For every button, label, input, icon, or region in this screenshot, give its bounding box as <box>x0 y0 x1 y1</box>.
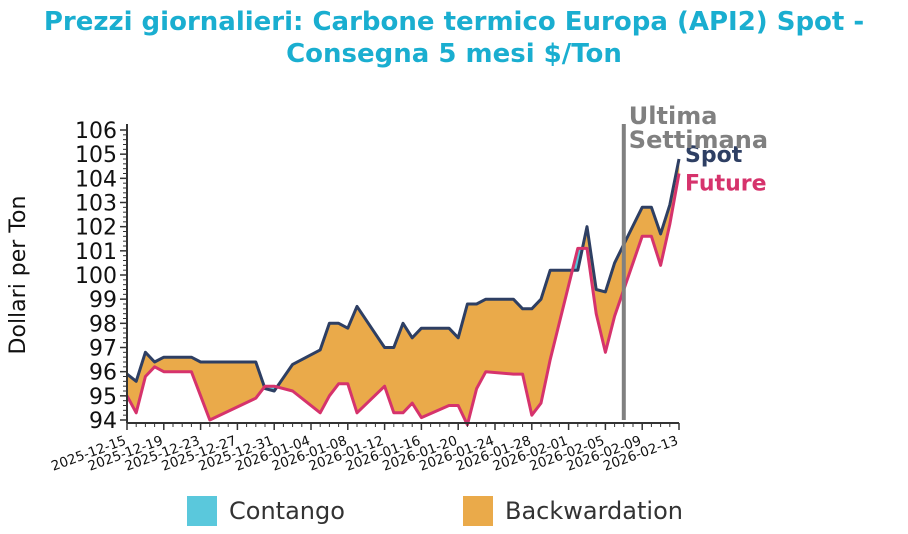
y-axis-label: Dollari per Ton <box>6 196 31 355</box>
y-tick-label: 100 <box>75 264 117 289</box>
backwardation-area <box>513 298 523 375</box>
backwardation-area <box>531 298 542 417</box>
y-tick-label: 96 <box>89 361 117 386</box>
series-label-spot: Spot <box>685 143 743 168</box>
marker-label: Settimana <box>629 126 768 154</box>
y-tick-label: 94 <box>89 409 117 434</box>
series-label-future: Future <box>685 172 767 197</box>
y-tick-label: 102 <box>75 216 117 241</box>
backwardation-area <box>485 298 514 375</box>
legend-item-contango: Contango <box>187 496 345 526</box>
backwardation-area <box>641 207 652 237</box>
backwardation-area <box>356 305 385 414</box>
y-tick-label: 104 <box>75 167 117 192</box>
y-tick-label: 99 <box>89 288 117 313</box>
legend-item-backwardation: Backwardation <box>463 496 683 526</box>
backwardation-area <box>338 322 349 385</box>
y-tick-label: 101 <box>75 240 117 265</box>
legend-label-backwardation: Backwardation <box>505 497 683 525</box>
marker-label: Ultima <box>629 102 718 130</box>
backwardation-area <box>421 327 450 419</box>
series-line-future <box>125 173 681 427</box>
legend-label-contango: Contango <box>229 497 345 525</box>
backwardation-area <box>209 361 257 421</box>
chart-title-line2: Consegna 5 mesi $/Ton <box>286 39 622 69</box>
legend-swatch-contango <box>187 496 217 526</box>
y-tick-label: 95 <box>89 385 117 410</box>
y-tick-label: 103 <box>75 192 117 217</box>
y-tick-label: 106 <box>75 119 117 144</box>
series-line-spot <box>126 158 681 393</box>
backwardation-area <box>163 356 192 373</box>
y-tick-label: 97 <box>89 337 117 362</box>
legend-swatch-backwardation <box>463 496 493 526</box>
y-tick-label: 98 <box>89 312 117 337</box>
y-tick-label: 105 <box>75 143 117 168</box>
chart-title-line1: Prezzi giornalieri: Carbone termico Euro… <box>43 7 865 37</box>
backwardation-area <box>448 327 459 406</box>
